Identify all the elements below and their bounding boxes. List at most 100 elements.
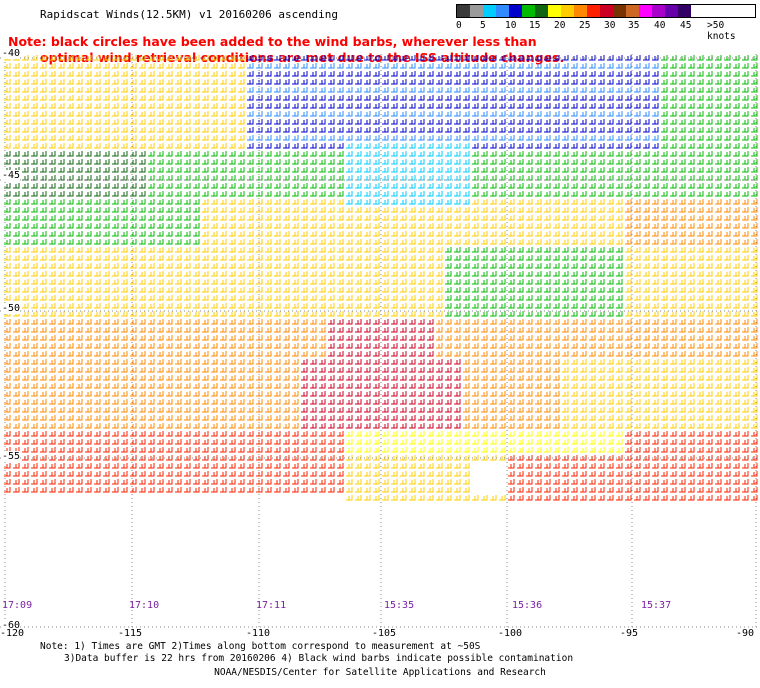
- wind-barb: [274, 143, 281, 149]
- wind-barb: [688, 135, 695, 141]
- wind-barb: [535, 327, 542, 333]
- wind-barb: [265, 279, 272, 285]
- wind-barb: [364, 471, 371, 477]
- wind-barb: [526, 255, 533, 261]
- wind-barb: [571, 87, 578, 93]
- wind-barb: [517, 199, 524, 205]
- wind-barb: [508, 143, 515, 149]
- wind-barb: [283, 215, 290, 221]
- wind-barb: [148, 359, 155, 365]
- wind-barb: [49, 263, 56, 269]
- wind-barb: [202, 167, 209, 173]
- wind-barb: [355, 127, 362, 133]
- wind-barb: [526, 279, 533, 285]
- wind-barb: [580, 359, 587, 365]
- wind-barb: [670, 343, 677, 349]
- wind-barb: [139, 311, 146, 317]
- wind-barb: [598, 127, 605, 133]
- wind-barb: [526, 327, 533, 333]
- wind-barb: [670, 463, 677, 469]
- wind-barb: [553, 79, 560, 85]
- wind-barb: [472, 439, 479, 445]
- wind-barb: [607, 255, 614, 261]
- wind-barb: [751, 127, 758, 133]
- wind-barb: [130, 119, 137, 125]
- wind-barb: [454, 111, 461, 117]
- wind-barb: [211, 263, 218, 269]
- wind-barb: [22, 103, 29, 109]
- wind-barb: [292, 399, 299, 405]
- wind-barb: [13, 415, 20, 421]
- wind-barb: [112, 159, 119, 165]
- lon-label: -120: [0, 628, 25, 639]
- wind-barb: [598, 175, 605, 181]
- wind-barb: [157, 215, 164, 221]
- wind-barb: [256, 79, 263, 85]
- wind-barb: [220, 487, 227, 493]
- wind-barb: [742, 495, 749, 501]
- wind-barb: [436, 359, 443, 365]
- wind-barb: [742, 383, 749, 389]
- time-label: 17:10: [129, 600, 160, 611]
- wind-barb: [607, 71, 614, 77]
- wind-barb: [184, 247, 191, 253]
- wind-barb: [211, 207, 218, 213]
- wind-barb: [148, 191, 155, 197]
- wind-barb: [454, 71, 461, 77]
- wind-barb: [67, 471, 74, 477]
- wind-barb: [418, 367, 425, 373]
- wind-barb: [571, 71, 578, 77]
- wind-barb: [40, 167, 47, 173]
- wind-barb: [4, 63, 11, 69]
- wind-barb: [148, 279, 155, 285]
- wind-barb: [328, 127, 335, 133]
- wind-barb: [616, 343, 623, 349]
- wind-barb: [481, 231, 488, 237]
- wind-barb: [643, 383, 650, 389]
- wind-barb: [220, 191, 227, 197]
- wind-barb: [202, 295, 209, 301]
- wind-barb: [670, 111, 677, 117]
- wind-barb: [400, 183, 407, 189]
- wind-barb: [382, 311, 389, 317]
- wind-barb: [364, 191, 371, 197]
- wind-barb: [715, 479, 722, 485]
- wind-barb: [58, 271, 65, 277]
- wind-barb: [508, 215, 515, 221]
- wind-barb: [517, 479, 524, 485]
- wind-barb: [364, 383, 371, 389]
- wind-barb: [616, 383, 623, 389]
- wind-barb: [526, 479, 533, 485]
- wind-barb: [679, 439, 686, 445]
- wind-barb: [427, 271, 434, 277]
- wind-barb: [58, 471, 65, 477]
- wind-barb: [625, 327, 632, 333]
- wind-barb: [535, 319, 542, 325]
- wind-barb: [679, 375, 686, 381]
- wind-barb: [490, 295, 497, 301]
- wind-barb: [13, 343, 20, 349]
- wind-barb: [724, 383, 731, 389]
- wind-barb: [103, 303, 110, 309]
- wind-barb: [247, 71, 254, 77]
- wind-barb: [76, 183, 83, 189]
- wind-barb: [661, 199, 668, 205]
- wind-barb: [274, 367, 281, 373]
- wind-barb: [670, 383, 677, 389]
- wind-barb: [337, 167, 344, 173]
- wind-barb: [31, 175, 38, 181]
- wind-barb: [742, 103, 749, 109]
- wind-barb: [373, 319, 380, 325]
- wind-barb: [562, 135, 569, 141]
- wind-barb: [517, 119, 524, 125]
- wind-barb: [85, 367, 92, 373]
- wind-barb: [463, 87, 470, 93]
- wind-barb: [661, 375, 668, 381]
- wind-barb: [175, 255, 182, 261]
- wind-barb: [733, 295, 740, 301]
- wind-barb: [652, 463, 659, 469]
- wind-barb: [166, 63, 173, 69]
- wind-barb: [193, 143, 200, 149]
- wind-barb: [679, 135, 686, 141]
- wind-barb: [418, 263, 425, 269]
